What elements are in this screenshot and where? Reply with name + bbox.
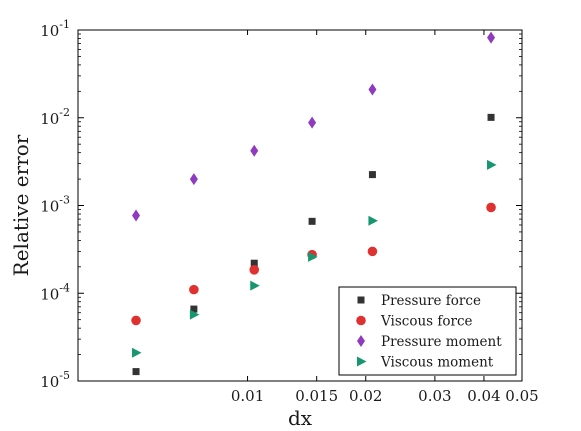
pressure-moment-point	[132, 209, 141, 222]
viscous-moment-point	[308, 251, 318, 262]
pressure-force-point	[132, 368, 140, 376]
legend-marker-viscous-force	[356, 315, 366, 326]
pressure-moment-point	[487, 31, 496, 44]
viscous-force-point	[367, 246, 378, 257]
y-tick-label: 10-4	[40, 281, 70, 303]
legend-label-pressure-moment: Pressure moment	[381, 334, 502, 350]
legend-marker-viscous-moment	[357, 356, 367, 367]
legend-label-viscous-force: Viscous force	[380, 314, 473, 330]
x-axis: 0.01 0.015 0.02 0.03 0.04 0.05	[231, 30, 539, 405]
pressure-force-point	[487, 113, 495, 121]
viscous-force-point	[131, 315, 141, 326]
viscous-moment-point	[487, 159, 497, 170]
legend-box	[338, 286, 517, 376]
y-axis-label: Relative error	[9, 134, 33, 276]
legend-label-pressure-force: Pressure force	[381, 293, 481, 309]
x-tick-label: 0.02	[349, 387, 382, 405]
y-tick-label: 10-5	[40, 369, 70, 391]
viscous-force-point	[486, 202, 496, 213]
viscous-moment-point	[368, 215, 378, 226]
legend-marker-pressure-force	[357, 296, 365, 304]
legend-label-viscous-moment: Viscous moment	[380, 355, 494, 371]
data-markers	[131, 31, 497, 376]
pressure-force-point	[250, 259, 258, 267]
y-tick-label: 10-1	[40, 18, 70, 40]
pressure-force-point	[368, 171, 376, 179]
legend-marker-pressure-moment	[357, 335, 365, 347]
y-tick-label: 10-3	[40, 194, 70, 216]
pressure-moment-point	[189, 173, 198, 186]
legend: Pressure force Viscous force Pressure mome…	[338, 286, 517, 376]
viscous-force-point	[249, 265, 260, 275]
pressure-moment-point	[250, 144, 259, 157]
x-tick-label: 0.05	[505, 387, 538, 405]
pressure-moment-point	[368, 83, 377, 96]
x-tick-label: 0.03	[418, 387, 451, 405]
pressure-moment-point	[308, 116, 317, 129]
viscous-moment-point	[189, 309, 200, 320]
viscous-moment-point	[132, 347, 142, 358]
x-tick-label: 0.04	[467, 387, 500, 405]
pressure-force-point	[308, 217, 316, 225]
pressure-force-point	[190, 305, 198, 313]
x-tick-label: 0.015	[295, 387, 338, 405]
y-axis: 10-5 10-4 10-3 10-2 10-1	[40, 18, 522, 391]
y-tick-label: 10-2	[40, 106, 70, 128]
x-tick-label: 0.01	[231, 387, 264, 405]
viscous-force-point	[189, 284, 199, 295]
x-axis-label: dx	[288, 406, 313, 430]
viscous-moment-point	[250, 280, 260, 291]
